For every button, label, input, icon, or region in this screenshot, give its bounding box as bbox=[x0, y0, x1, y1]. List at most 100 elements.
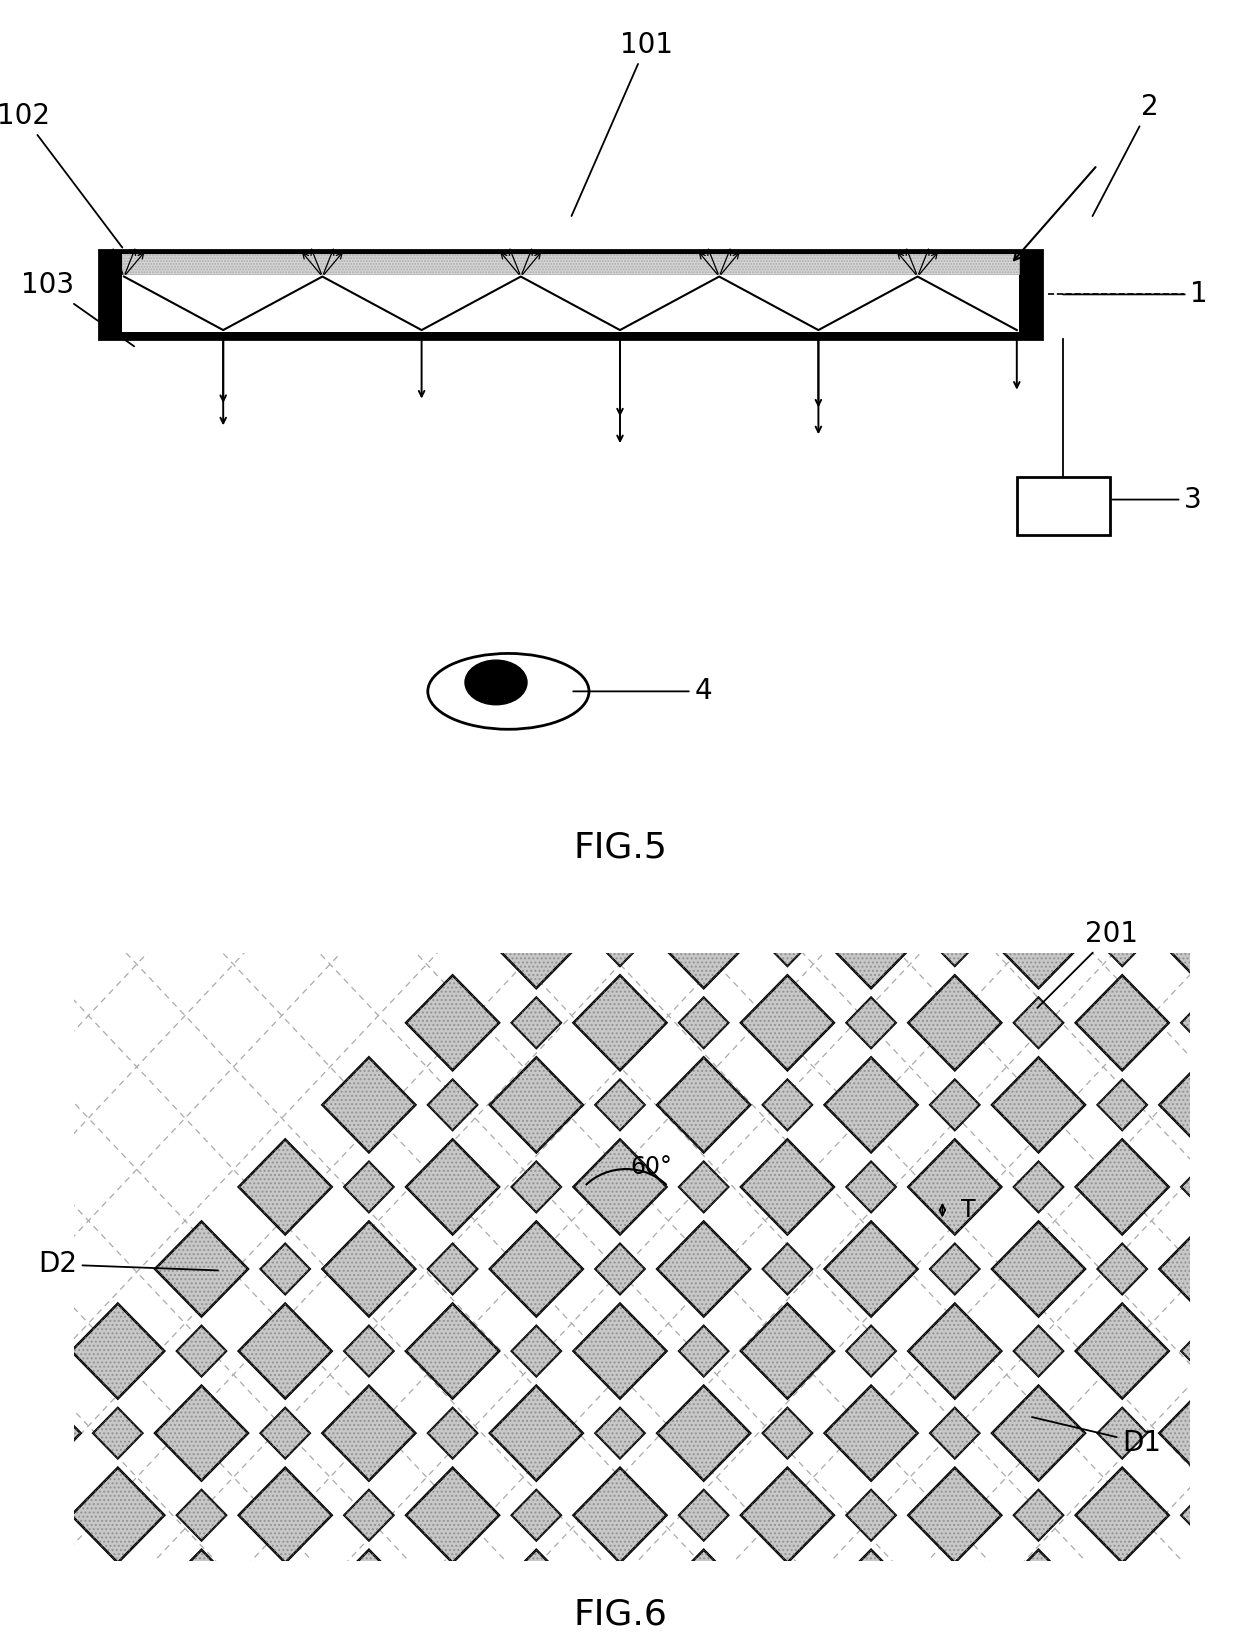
Bar bbox=[0, 892, 74, 1652]
Polygon shape bbox=[742, 1467, 833, 1563]
Polygon shape bbox=[1076, 811, 1168, 907]
Polygon shape bbox=[238, 1140, 332, 1234]
Polygon shape bbox=[1159, 1550, 1240, 1645]
Polygon shape bbox=[428, 1079, 477, 1130]
Polygon shape bbox=[657, 1550, 750, 1645]
Polygon shape bbox=[742, 975, 833, 1070]
Polygon shape bbox=[763, 1244, 812, 1295]
Text: 60°: 60° bbox=[630, 1155, 672, 1180]
Polygon shape bbox=[1180, 1490, 1230, 1541]
Polygon shape bbox=[1097, 1244, 1147, 1295]
Text: 101: 101 bbox=[572, 31, 673, 216]
Polygon shape bbox=[1014, 1490, 1063, 1541]
Polygon shape bbox=[1076, 975, 1168, 1070]
Polygon shape bbox=[9, 1490, 60, 1541]
Polygon shape bbox=[992, 1386, 1085, 1480]
Bar bbox=[99, 249, 1042, 254]
Polygon shape bbox=[595, 1408, 645, 1459]
Text: T: T bbox=[961, 1198, 976, 1222]
Polygon shape bbox=[511, 1490, 560, 1541]
Text: 1: 1 bbox=[1063, 281, 1208, 309]
Polygon shape bbox=[322, 1386, 415, 1480]
Polygon shape bbox=[511, 998, 560, 1049]
Polygon shape bbox=[322, 1550, 415, 1645]
Bar bbox=[99, 249, 122, 339]
Polygon shape bbox=[343, 1490, 394, 1541]
Polygon shape bbox=[1014, 1161, 1063, 1213]
Polygon shape bbox=[930, 1244, 980, 1295]
Bar bbox=[99, 249, 1042, 339]
Polygon shape bbox=[573, 975, 667, 1070]
Polygon shape bbox=[930, 1079, 980, 1130]
Polygon shape bbox=[680, 1325, 729, 1376]
Polygon shape bbox=[490, 1386, 583, 1480]
Polygon shape bbox=[322, 1221, 415, 1317]
Polygon shape bbox=[930, 915, 980, 966]
Polygon shape bbox=[155, 1221, 248, 1317]
Polygon shape bbox=[595, 915, 645, 966]
Polygon shape bbox=[992, 1057, 1085, 1153]
Text: 4: 4 bbox=[573, 677, 712, 705]
Polygon shape bbox=[930, 1408, 980, 1459]
Ellipse shape bbox=[428, 654, 589, 729]
Polygon shape bbox=[407, 975, 498, 1070]
Polygon shape bbox=[908, 811, 1002, 907]
Polygon shape bbox=[908, 1467, 1002, 1563]
Polygon shape bbox=[930, 1571, 980, 1622]
Polygon shape bbox=[177, 1325, 226, 1376]
Bar bbox=[122, 254, 1019, 274]
Polygon shape bbox=[407, 1140, 498, 1234]
Text: 2: 2 bbox=[1092, 93, 1158, 216]
Polygon shape bbox=[93, 1408, 143, 1459]
Polygon shape bbox=[407, 1303, 498, 1399]
Polygon shape bbox=[846, 998, 895, 1049]
Bar bbox=[1017, 477, 1110, 535]
Polygon shape bbox=[238, 1467, 332, 1563]
Polygon shape bbox=[1014, 998, 1063, 1049]
Polygon shape bbox=[825, 894, 918, 988]
Polygon shape bbox=[595, 1571, 645, 1622]
Polygon shape bbox=[1076, 1140, 1168, 1234]
Polygon shape bbox=[177, 1490, 226, 1541]
Polygon shape bbox=[595, 1244, 645, 1295]
Polygon shape bbox=[1097, 915, 1147, 966]
Polygon shape bbox=[825, 1550, 918, 1645]
Polygon shape bbox=[680, 1490, 729, 1541]
Polygon shape bbox=[825, 1221, 918, 1317]
Polygon shape bbox=[908, 1303, 1002, 1399]
Polygon shape bbox=[71, 1467, 164, 1563]
Polygon shape bbox=[490, 894, 583, 988]
Polygon shape bbox=[908, 1140, 1002, 1234]
Polygon shape bbox=[1014, 1325, 1063, 1376]
Polygon shape bbox=[573, 1467, 667, 1563]
Polygon shape bbox=[742, 1140, 833, 1234]
Polygon shape bbox=[428, 1571, 477, 1622]
Polygon shape bbox=[1076, 1303, 1168, 1399]
Polygon shape bbox=[71, 1303, 164, 1399]
Polygon shape bbox=[763, 1408, 812, 1459]
Polygon shape bbox=[322, 1057, 415, 1153]
Polygon shape bbox=[0, 1550, 81, 1645]
Polygon shape bbox=[595, 1079, 645, 1130]
Polygon shape bbox=[825, 1386, 918, 1480]
Polygon shape bbox=[155, 1386, 248, 1480]
Polygon shape bbox=[846, 1490, 895, 1541]
Text: 3: 3 bbox=[1112, 486, 1202, 514]
Text: FIG.5: FIG.5 bbox=[573, 831, 667, 864]
Polygon shape bbox=[1076, 1467, 1168, 1563]
Polygon shape bbox=[1097, 1408, 1147, 1459]
Polygon shape bbox=[825, 1057, 918, 1153]
Polygon shape bbox=[490, 1221, 583, 1317]
Polygon shape bbox=[1159, 1221, 1240, 1317]
Polygon shape bbox=[428, 1244, 477, 1295]
Polygon shape bbox=[1180, 998, 1230, 1049]
Polygon shape bbox=[1159, 1386, 1240, 1480]
Polygon shape bbox=[657, 1057, 750, 1153]
Text: 103: 103 bbox=[21, 271, 134, 347]
Polygon shape bbox=[511, 1161, 560, 1213]
Polygon shape bbox=[742, 811, 833, 907]
Polygon shape bbox=[680, 1161, 729, 1213]
Polygon shape bbox=[573, 1303, 667, 1399]
Polygon shape bbox=[343, 1161, 394, 1213]
Polygon shape bbox=[846, 1325, 895, 1376]
